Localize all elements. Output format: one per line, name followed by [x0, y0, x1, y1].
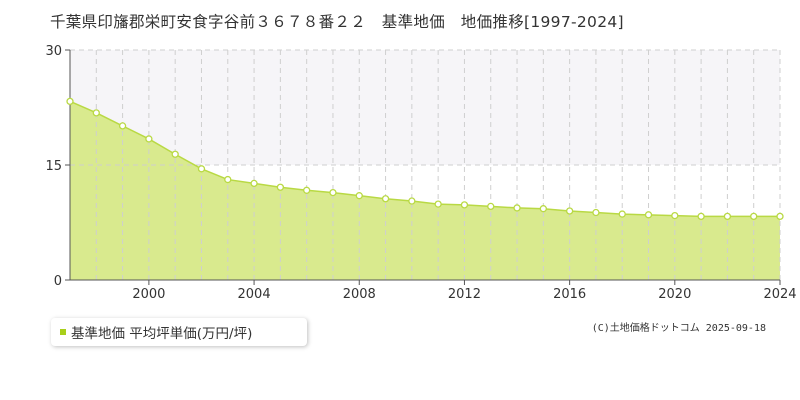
upper-band-layer: [70, 50, 780, 165]
x-tick-label: 2000: [132, 287, 165, 302]
data-point: [118, 122, 127, 130]
upper-band: [70, 50, 780, 165]
area-layer: [70, 101, 780, 280]
data-point: [92, 109, 100, 117]
x-tick-label: 2008: [343, 287, 376, 302]
y-tick-label: 0: [54, 274, 62, 289]
data-point: [276, 183, 285, 191]
grid-layer: [70, 49, 781, 280]
line-layer: [69, 100, 780, 218]
data-point: [66, 97, 74, 106]
data-point: [776, 212, 784, 221]
series-line: [69, 100, 780, 218]
data-point: [197, 165, 206, 173]
point-layer: [66, 97, 784, 221]
data-point: [644, 211, 653, 219]
y-tick-label: 15: [45, 159, 62, 174]
x-tick-label: 2020: [658, 287, 691, 302]
data-point: [513, 204, 521, 212]
data-point: [723, 212, 732, 221]
data-point: [750, 212, 758, 221]
data-point: [145, 135, 153, 143]
data-point: [408, 197, 416, 205]
data-point: [487, 202, 495, 211]
area-fill: [70, 101, 780, 280]
data-point: [697, 212, 705, 221]
data-point: [355, 192, 363, 200]
data-point: [565, 207, 574, 215]
data-point: [671, 211, 679, 220]
legend-label: 基準地価 平均坪単価(万円/坪): [71, 326, 253, 342]
data-point: [171, 150, 179, 158]
legend-swatch: [60, 329, 66, 335]
data-point: [303, 186, 311, 194]
data-point: [618, 210, 626, 218]
x-tick-label: 2012: [448, 287, 481, 302]
x-tick-label: 2004: [238, 287, 271, 302]
data-point: [434, 200, 442, 208]
legend: 基準地価 平均坪単価(万円/坪): [51, 318, 307, 346]
data-point: [329, 188, 337, 197]
chart-title: 千葉県印旛郡栄町安食字谷前３６７８番２２ 基準地価 地価推移[1997-2024…: [50, 13, 624, 31]
y-tick-label: 30: [45, 44, 62, 59]
x-tick-label: 2024: [763, 287, 796, 302]
credit-text: (C)土地価格ドットコム 2025-09-18: [591, 323, 766, 334]
data-point: [460, 201, 469, 209]
data-point: [381, 195, 390, 203]
data-point: [539, 205, 547, 213]
data-point: [592, 208, 600, 217]
data-point: [224, 175, 232, 184]
data-point: [250, 179, 258, 188]
axis-layer: [65, 49, 781, 285]
tick-label-layer: 0 15 30 2000 2004 2008 2012 2016 2020 2024: [45, 44, 796, 302]
x-tick-label: 2016: [553, 287, 586, 302]
